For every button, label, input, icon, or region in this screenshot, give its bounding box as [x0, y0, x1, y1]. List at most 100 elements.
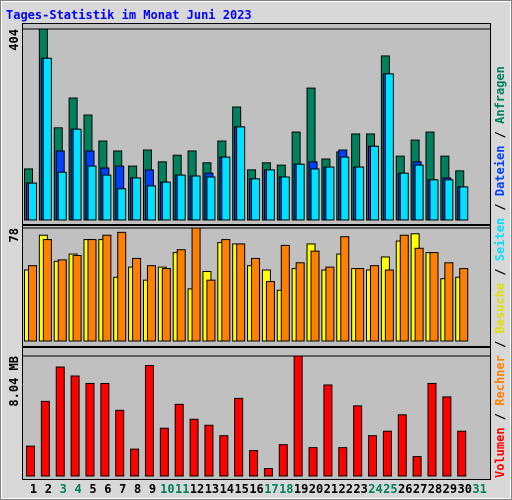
- bar: [459, 186, 469, 221]
- legend-separator: /: [493, 124, 507, 146]
- x-tick-label: 23: [353, 482, 367, 496]
- bar: [132, 177, 142, 221]
- bar: [72, 128, 82, 221]
- bar: [189, 418, 199, 477]
- bar: [221, 156, 231, 221]
- bar: [310, 168, 320, 221]
- x-tick-label: 14: [220, 482, 234, 496]
- bar: [325, 166, 335, 221]
- x-tick-label: 1: [30, 482, 37, 496]
- x-tick-label: 29: [443, 482, 457, 496]
- bar: [397, 414, 407, 477]
- x-tick-label: 2: [45, 482, 52, 496]
- bar: [219, 435, 229, 477]
- legend-entry: Volumen: [493, 427, 507, 478]
- bar: [130, 448, 140, 477]
- bar: [236, 126, 246, 221]
- x-tick-label: 26: [398, 482, 412, 496]
- bar: [384, 73, 394, 221]
- bar: [159, 427, 169, 477]
- bar: [28, 182, 37, 221]
- x-tick-label: 17: [264, 482, 278, 496]
- bar: [265, 169, 275, 221]
- legend-separator: /: [493, 333, 507, 355]
- x-tick-label: 13: [205, 482, 219, 496]
- bar: [340, 236, 350, 342]
- y-tick-label: 404: [7, 29, 21, 51]
- bar: [457, 430, 467, 477]
- bar: [249, 450, 259, 477]
- bar: [459, 268, 469, 342]
- bar: [176, 249, 186, 342]
- x-tick-label: 18: [279, 482, 293, 496]
- x-tick-label: 11: [175, 482, 189, 496]
- bar: [384, 269, 394, 342]
- x-tick-label: 28: [428, 482, 442, 496]
- bar: [280, 176, 290, 221]
- bar: [132, 257, 142, 342]
- bar: [338, 447, 348, 477]
- x-tick-label: 16: [249, 482, 263, 496]
- bar: [146, 185, 156, 221]
- bar: [265, 281, 275, 342]
- bar: [310, 250, 320, 342]
- x-tick-label: 27: [413, 482, 427, 496]
- bar: [370, 145, 380, 221]
- legend-entry: Anfragen: [493, 66, 507, 124]
- bar: [144, 365, 154, 477]
- bar: [161, 181, 171, 221]
- x-tick-label: 8: [134, 482, 141, 496]
- bar: [295, 262, 305, 342]
- x-tick-label: 6: [104, 482, 111, 496]
- x-tick-label: 12: [190, 482, 204, 496]
- x-tick-label: 15: [234, 482, 248, 496]
- x-tick-label: 4: [74, 482, 81, 496]
- bar: [28, 265, 37, 342]
- bar: [280, 244, 290, 342]
- bar: [221, 239, 231, 342]
- bar: [117, 231, 127, 342]
- x-tick-label: 7: [119, 482, 126, 496]
- bar: [70, 375, 80, 477]
- bar: [251, 257, 261, 342]
- legend-separator: /: [493, 406, 507, 428]
- x-tick-label: 3: [60, 482, 67, 496]
- bar: [325, 266, 335, 342]
- bar: [308, 447, 318, 477]
- bar: [100, 382, 110, 477]
- bar: [368, 435, 378, 477]
- bar: [206, 176, 216, 221]
- x-tick-label: 31: [472, 482, 486, 496]
- bar: [40, 400, 50, 477]
- bar: [117, 188, 127, 221]
- bar: [102, 234, 112, 342]
- bar: [429, 179, 439, 221]
- bar: [444, 262, 454, 342]
- bar: [191, 175, 201, 221]
- x-tick-label: 5: [89, 482, 96, 496]
- bar: [399, 172, 409, 221]
- bar: [340, 156, 350, 221]
- bar: [87, 239, 97, 342]
- x-tick-label: 21: [324, 482, 338, 496]
- x-tick-label: 10: [160, 482, 174, 496]
- bar: [161, 268, 171, 342]
- x-tick-label: 19: [294, 482, 308, 496]
- legend-separator: /: [493, 261, 507, 283]
- bar: [191, 227, 201, 342]
- bar: [414, 247, 424, 342]
- bar: [442, 396, 452, 477]
- bar: [251, 178, 261, 221]
- bar: [26, 445, 35, 477]
- legend-entry: Seiten: [493, 218, 507, 261]
- legend-separator: /: [493, 196, 507, 218]
- bar: [414, 164, 424, 221]
- bar: [234, 397, 244, 477]
- bar: [412, 456, 422, 477]
- x-tick-label: 9: [149, 482, 156, 496]
- bar: [176, 174, 186, 221]
- bar: [429, 252, 439, 342]
- bar: [295, 163, 305, 221]
